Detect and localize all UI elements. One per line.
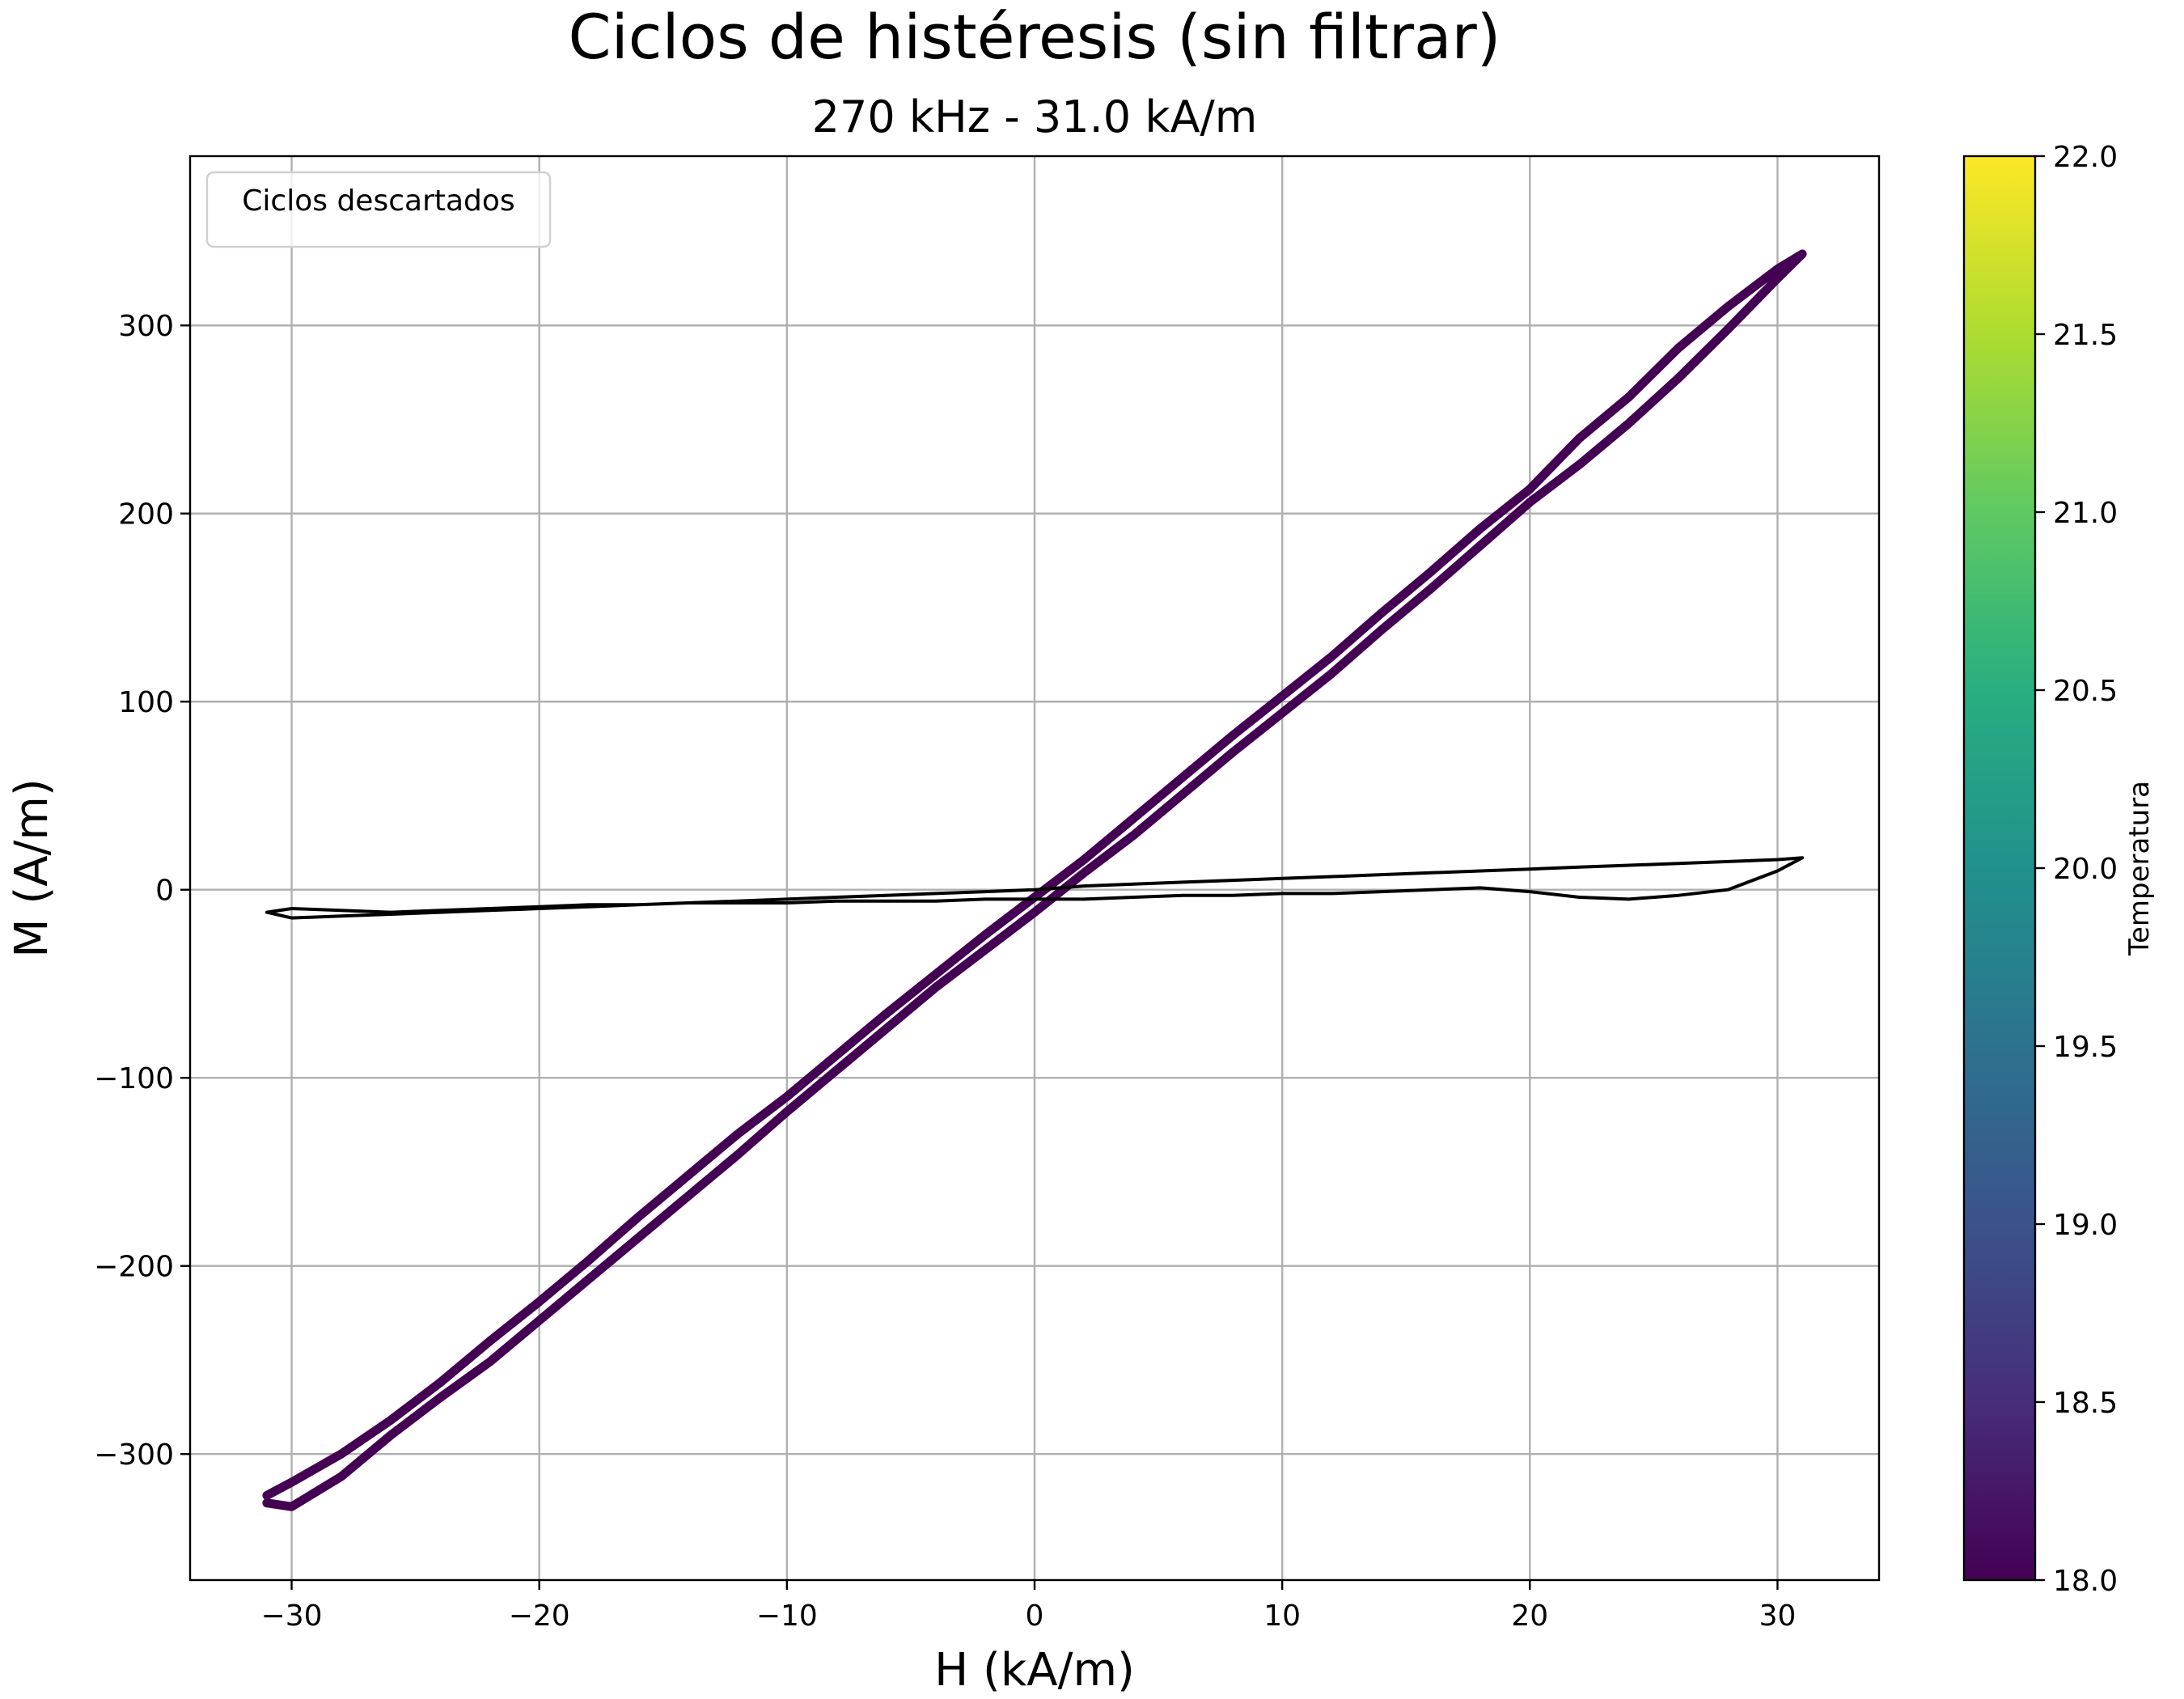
y-axis-label: M (A/m) — [6, 778, 58, 958]
y-tick-label: 300 — [118, 310, 174, 343]
y-tick-label: 200 — [118, 498, 174, 532]
x-tick-label: −20 — [509, 1599, 570, 1633]
legend: Ciclos descartados — [205, 171, 552, 248]
colorbar-ticks: 18.0 18.5 19.0 19.5 20.0 20.5 21.0 21.5 22.0 — [2035, 141, 2118, 1598]
x-tick-label: 10 — [1263, 1599, 1301, 1633]
x-tick-label: 20 — [1511, 1599, 1548, 1633]
series-line-hysteresis — [262, 249, 1807, 1511]
colorbar-gradient — [1964, 156, 2035, 1580]
y-tick-label: −200 — [94, 1251, 174, 1284]
y-tick-label: 0 — [155, 875, 174, 908]
colorbar-tick-label: 20.5 — [2053, 675, 2118, 708]
y-tick-label: −300 — [94, 1438, 174, 1472]
colorbar-tick-label: 20.0 — [2053, 853, 2118, 886]
colorbar-tick-label: 18.5 — [2053, 1387, 2118, 1420]
x-axis: −30 −20 −10 0 10 20 30 — [261, 1580, 1797, 1633]
y-tick-label: 100 — [118, 686, 174, 719]
legend-box — [205, 171, 552, 248]
chart-title: Ciclos de histéresis (sin filtrar) — [569, 1, 1501, 73]
colorbar-tick-label: 21.0 — [2053, 497, 2118, 530]
colorbar-tick-label: 19.5 — [2053, 1031, 2118, 1064]
colorbar-tick-label: 22.0 — [2053, 141, 2118, 174]
x-tick-label: −30 — [261, 1599, 323, 1633]
colorbar-tick-label: 18.0 — [2053, 1565, 2118, 1598]
colorbar-tick-label: 19.0 — [2053, 1209, 2118, 1242]
chart-subtitle: 270 kHz - 31.0 kA/m — [812, 91, 1258, 142]
colorbar-label: Temperatura — [2123, 781, 2156, 956]
legend-title: Ciclos descartados — [242, 184, 514, 218]
x-axis-label: H (kA/m) — [934, 1644, 1135, 1697]
y-axis: −300 −200 −100 0 100 200 300 — [94, 310, 190, 1472]
colorbar: 18.0 18.5 19.0 19.5 20.0 20.5 21.0 21.5 22.0 Tem… — [1962, 141, 2156, 1598]
x-tick-label: 30 — [1759, 1599, 1797, 1633]
series-layer — [262, 249, 1807, 1511]
x-tick-label: 0 — [1026, 1599, 1044, 1633]
series-line-discarded — [265, 856, 1805, 920]
y-tick-label: −100 — [94, 1062, 174, 1095]
x-tick-label: −10 — [756, 1599, 818, 1633]
colorbar-tick-label: 21.5 — [2053, 319, 2118, 352]
